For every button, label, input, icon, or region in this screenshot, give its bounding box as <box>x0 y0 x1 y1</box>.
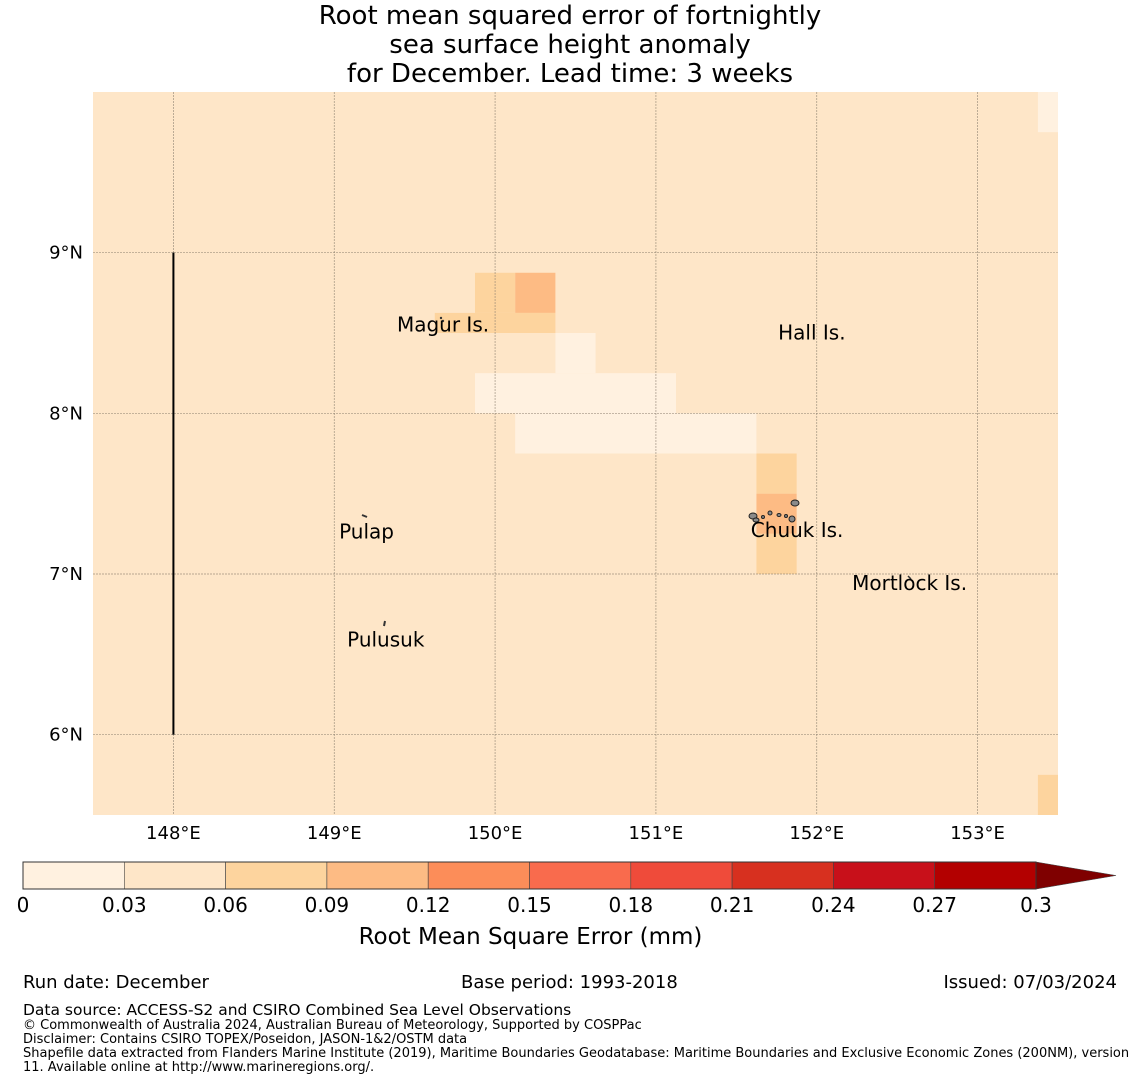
rmse-cell <box>474 373 677 414</box>
colorbar-tick-label: 0.24 <box>811 893 856 917</box>
colorbar-swatch <box>427 861 530 890</box>
place-label: Hall Is. <box>778 320 845 344</box>
issued-date: Issued: 07/03/2024 <box>943 972 1117 993</box>
lon-tick-label: 152°E <box>789 823 844 844</box>
rmse-cell <box>1037 92 1058 133</box>
colorbar-swatch <box>326 861 429 890</box>
base-period: Base period: 1993-2018 <box>461 972 678 993</box>
island-mark <box>907 575 912 580</box>
colorbar-tick-label: 0.12 <box>406 893 451 917</box>
colorbar-tick-label: 0.15 <box>507 893 552 917</box>
island-mark <box>784 514 788 518</box>
colorbar-swatch <box>731 861 834 890</box>
colorbar-swatch <box>22 861 125 890</box>
lat-tick-label: 8°N <box>49 403 83 424</box>
lat-tick-label: 7°N <box>49 564 83 585</box>
disclaimer: Disclaimer: Contains CSIRO TOPEX/Poseido… <box>23 1032 468 1047</box>
place-label: Pulusuk <box>347 627 425 651</box>
colorbar-extend-arrow <box>1035 861 1117 890</box>
rmse-cell <box>756 493 797 534</box>
colorbar-tick-label: 0.3 <box>1020 893 1052 917</box>
lon-tick-label: 153°E <box>950 823 1005 844</box>
colorbar-label: Root Mean Square Error (mm) <box>359 924 703 950</box>
colorbar-tick-label: 0.06 <box>203 893 248 917</box>
island-mark <box>439 316 443 320</box>
map-panel: 9°N 8°N 7°N 6°N 148°E 149°E 150°E 151°E 152°E 153… <box>49 92 1058 844</box>
run-date: Run date: December <box>23 972 209 993</box>
place-label: Pulap <box>339 520 394 544</box>
lat-tick-label: 9°N <box>49 243 83 264</box>
rmse-cell <box>515 272 556 313</box>
lat-tick-label: 6°N <box>49 725 83 746</box>
data-source: Data source: ACCESS-S2 and CSIRO Combine… <box>23 1001 572 1019</box>
colorbar-tick-label: 0.27 <box>912 893 957 917</box>
rmse-cell <box>756 533 797 574</box>
island-mark <box>752 517 760 523</box>
colorbar-tick-label: 0.21 <box>710 893 755 917</box>
lon-tick-label: 151°E <box>629 823 684 844</box>
place-label: Chuuk Is. <box>751 518 844 542</box>
island-mark <box>776 513 782 517</box>
colorbar-tick-label: 0 <box>17 893 30 917</box>
colorbar-swatch <box>124 861 226 890</box>
map-title: Root mean squared error of fortnightly s… <box>0 2 1140 89</box>
colorbar-swatch <box>529 861 632 890</box>
colorbar-outline <box>22 861 1037 890</box>
title-line-1: Root mean squared error of fortnightly <box>318 1 822 31</box>
shapefile-credit: Shapefile data extracted from Flanders M… <box>23 1046 1130 1075</box>
island-mark <box>767 510 773 516</box>
colorbar-tick-label: 0.18 <box>609 893 654 917</box>
colorbar-swatch <box>225 861 328 890</box>
colorbar-tick-label: 0.03 <box>102 893 147 917</box>
place-label: Magur Is. <box>397 312 489 336</box>
lon-tick-label: 150°E <box>468 823 523 844</box>
island-mark <box>361 514 368 518</box>
rmse-cell <box>555 333 596 374</box>
colorbar-swatch <box>630 861 733 890</box>
island-mark <box>790 499 800 507</box>
title-line-2: sea surface height anomaly <box>389 30 751 60</box>
island-mark <box>788 515 796 523</box>
title-line-3: for December. Lead time: 3 weeks <box>346 59 794 89</box>
island-mark <box>761 515 765 519</box>
rmse-cell <box>1037 774 1058 815</box>
island-mark <box>441 319 445 323</box>
island-mark <box>383 620 386 627</box>
rmse-cell <box>434 312 556 333</box>
place-label: Mortlock Is. <box>852 571 967 595</box>
colorbar-swatch <box>934 861 1037 890</box>
colorbar-tick-label: 0.09 <box>305 893 350 917</box>
colorbar-swatch <box>833 861 936 890</box>
rmse-cell <box>756 453 797 494</box>
colorbar: 0 0.03 0.06 0.09 0.12 0.15 0.18 0.21 0.24 0.27 0.3… <box>17 861 1117 950</box>
copyright: © Commonwealth of Australia 2024, Austra… <box>23 1018 642 1033</box>
lon-tick-label: 148°E <box>146 823 201 844</box>
rmse-cell <box>515 413 757 454</box>
footer-notes: Data source: ACCESS-S2 and CSIRO Combine… <box>23 1001 1133 1075</box>
lon-tick-label: 149°E <box>307 823 362 844</box>
